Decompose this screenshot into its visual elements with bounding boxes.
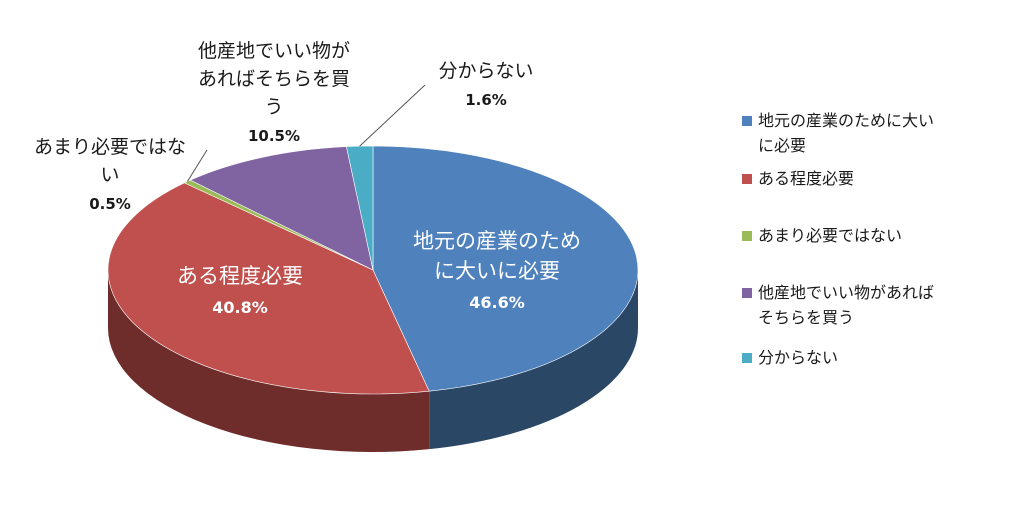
legend-label: 分からない [758, 348, 838, 367]
legend-item: 分からない [742, 348, 838, 367]
pie-slice-4 [346, 145, 374, 271]
data-label-text: に大いに必要 [434, 259, 560, 283]
legend-item: あまり必要ではない [742, 226, 902, 245]
legend-swatch [742, 116, 752, 126]
data-label-1: ある程度必要 40.8% [177, 264, 303, 317]
data-label-text: ある程度必要 [177, 264, 303, 288]
legend-label: に必要 [758, 136, 806, 155]
data-label-2: あまり必要ではない 0.5% [34, 136, 186, 213]
data-label-text: う [264, 96, 283, 118]
legend-label: あまり必要ではない [758, 226, 902, 245]
leader-lines [186, 84, 426, 182]
pie-side-1 [108, 270, 430, 452]
legend-swatch [742, 353, 752, 363]
pie-side-0 [429, 270, 638, 450]
data-label-text: い [100, 164, 119, 186]
pie-slices [107, 145, 639, 395]
leader-line-2 [186, 149, 208, 182]
legend: 地元の産業のために大いに必要ある程度必要あまり必要ではない他産地でいい物があれば… [742, 111, 934, 367]
pie-slice-0 [372, 145, 639, 392]
data-label-4: 分からない 1.6% [438, 60, 533, 109]
legend-item: ある程度必要 [742, 169, 854, 188]
pie-3d-sides [108, 270, 638, 452]
legend-label: 地元の産業のために大い [758, 111, 934, 130]
data-label-value: 40.8% [212, 298, 268, 317]
legend-swatch [742, 288, 752, 298]
legend-label: 他産地でいい物があれば [758, 283, 934, 302]
data-label-text: あまり必要ではな [34, 136, 186, 158]
data-label-value: 46.6% [469, 293, 525, 312]
leader-line-4 [359, 84, 426, 147]
data-label-text: 分からない [438, 60, 533, 82]
legend-label: ある程度必要 [758, 169, 854, 188]
legend-label: そちらを買う [758, 308, 854, 327]
legend-swatch [742, 174, 752, 184]
pie-slice-3 [189, 146, 374, 271]
data-label-text: 他産地でいい物が [198, 40, 350, 62]
pie-slice-1 [107, 182, 430, 395]
data-label-value: 0.5% [89, 195, 131, 213]
legend-swatch [742, 231, 752, 241]
data-label-text: あればそちらを買 [198, 68, 350, 90]
data-label-value: 10.5% [248, 127, 300, 145]
data-label-value: 1.6% [465, 91, 507, 109]
data-label-text: 地元の産業のため [413, 229, 581, 253]
